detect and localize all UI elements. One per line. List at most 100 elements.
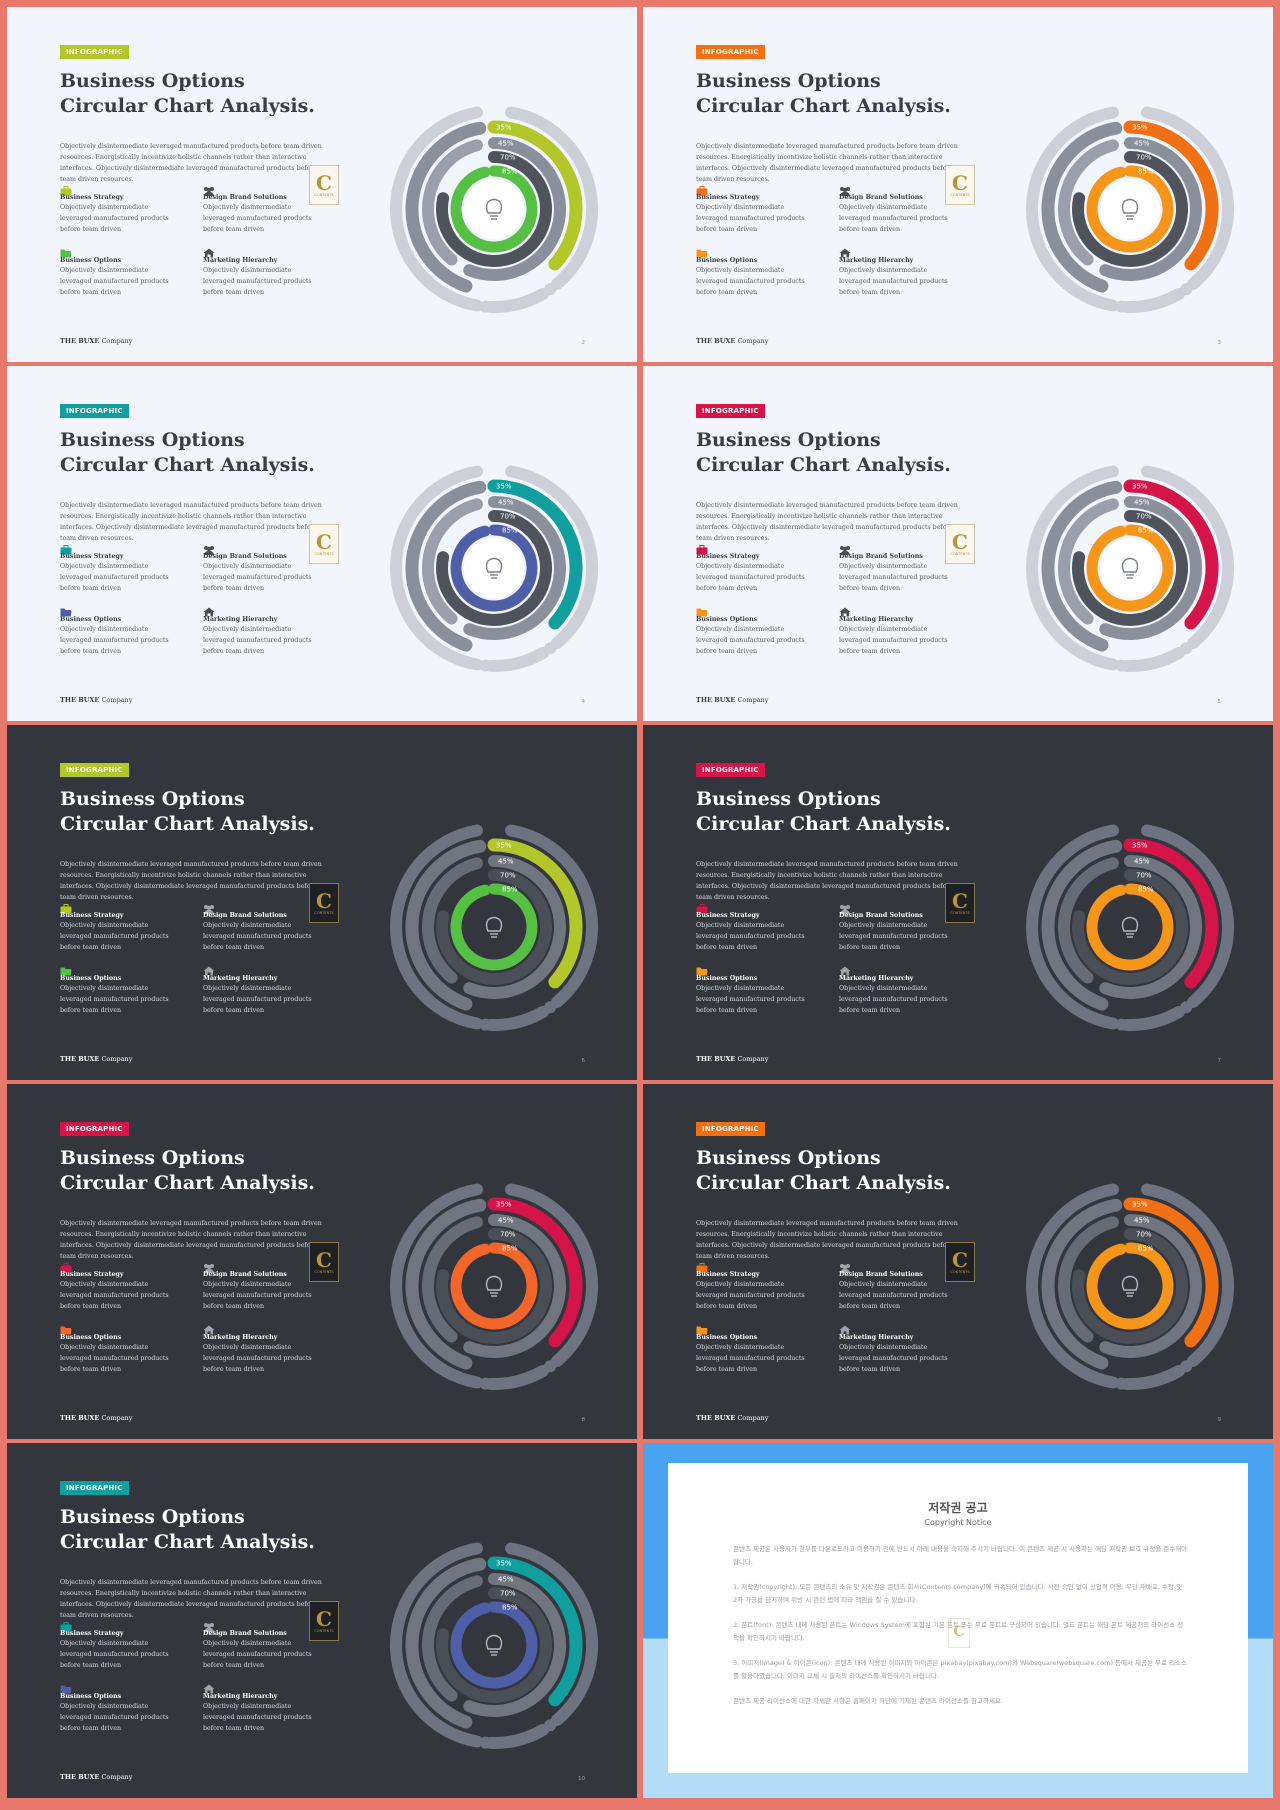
ring-percent-label: 35% xyxy=(496,1560,512,1568)
users-icon xyxy=(203,1617,215,1632)
slide[interactable]: INFOGRAPHIC Business Options Circular Char… xyxy=(7,725,637,1080)
page-number: 5 xyxy=(1217,699,1222,705)
item-description: Objectively disintermediate leveraged ma… xyxy=(839,1344,948,1373)
lightbulb-icon xyxy=(1121,1275,1139,1297)
item-title: Marketing Hierarchy xyxy=(839,975,914,982)
outer-ring-segment xyxy=(390,106,483,312)
home-icon xyxy=(839,961,851,976)
ring-45-arc xyxy=(463,1214,566,1358)
slide-title: Business Options Circular Chart Analysis. xyxy=(60,787,360,837)
slide[interactable]: INFOGRAPHIC Business Options Circular Char… xyxy=(7,7,637,362)
lightbulb-icon xyxy=(485,916,503,938)
logo-text: CONTENTS xyxy=(314,552,334,556)
copyright-notice-slide[interactable]: 저작권 공고 Copyright Notice 콘텐츠 제공은 사용자가 첨부를 다… xyxy=(643,1443,1273,1798)
home-icon xyxy=(203,1320,215,1335)
footer-company: Company xyxy=(737,1055,769,1063)
ring-35-arc xyxy=(487,120,583,271)
logo-text: CONTENTS xyxy=(950,552,970,556)
ring-dot xyxy=(1039,611,1052,623)
ring-percent-label: 45% xyxy=(498,140,514,148)
item-description: Objectively disintermediate leveraged ma… xyxy=(203,922,312,951)
item-title: Design Brand Solutions xyxy=(203,553,287,560)
notice-paragraph: 3. 이미지(image) & 아이콘(icon): 콘텐츠 내에 사용된 이미… xyxy=(733,1659,1188,1680)
folder-icon xyxy=(696,602,708,617)
ring-dot xyxy=(1039,1329,1052,1341)
item-title: Design Brand Solutions xyxy=(203,912,287,919)
outer-ring-segment xyxy=(484,287,549,313)
ring-dot xyxy=(544,1360,557,1373)
logo-letter: C xyxy=(316,889,332,913)
users-icon xyxy=(839,540,851,555)
slide[interactable]: INFOGRAPHIC Business Options Circular Char… xyxy=(643,725,1273,1080)
ring-35-arc xyxy=(1123,1197,1219,1348)
item-title: Business Strategy xyxy=(696,553,760,560)
slide-title: Business Options Circular Chart Analysis. xyxy=(696,787,996,837)
ring-85-arc xyxy=(1086,165,1174,253)
slide[interactable]: INFOGRAPHIC Business Options Circular Char… xyxy=(7,366,637,721)
ring-percent-label: 70% xyxy=(500,513,516,521)
notice-subtitle: Copyright Notice xyxy=(924,1518,992,1527)
item-title: Business Options xyxy=(696,975,758,982)
title-line: Business Options xyxy=(696,429,881,451)
item-description: Objectively disintermediate leveraged ma… xyxy=(60,267,169,296)
slide[interactable]: INFOGRAPHIC Business Options Circular Char… xyxy=(7,1084,637,1439)
ring-percent-label: 70% xyxy=(500,872,516,880)
footer-brand-name: THE BUXE xyxy=(60,1055,100,1063)
footer-brand-name: THE BUXE xyxy=(696,1414,736,1422)
item-title: Business Strategy xyxy=(60,1630,124,1637)
contents-logo: C CONTENTS xyxy=(945,165,975,205)
item-title: Business Options xyxy=(696,257,758,264)
ring-35-arc xyxy=(1123,120,1219,271)
slide-title: Business Options Circular Chart Analysis. xyxy=(60,69,360,119)
logo-text: CONTENTS xyxy=(950,911,970,915)
outer-ring-segment xyxy=(390,824,483,1030)
chart-center xyxy=(464,897,524,957)
notice-paragraph: 콘텐츠 제공은 사용자가 첨부를 다운로드하고 이용하기 전에 반드시 아래 내… xyxy=(733,1545,1188,1566)
slide[interactable]: INFOGRAPHIC Business Options Circular Char… xyxy=(7,1443,637,1798)
footer-brand-name: THE BUXE xyxy=(696,337,736,345)
notice-body: 콘텐츠 제공은 사용자가 첨부를 다운로드하고 이용하기 전에 반드시 아래 내… xyxy=(733,1543,1188,1720)
item-description: Objectively disintermediate leveraged ma… xyxy=(203,1640,312,1669)
slide[interactable]: INFOGRAPHIC Business Options Circular Char… xyxy=(643,7,1273,362)
slide[interactable]: INFOGRAPHIC Business Options Circular Char… xyxy=(643,1084,1273,1439)
ring-45-track xyxy=(422,857,483,984)
ring-percent-label: 70% xyxy=(1136,154,1152,162)
outer-ring-segment xyxy=(484,1364,549,1390)
notice-card: 저작권 공고 Copyright Notice 콘텐츠 제공은 사용자가 첨부를 다… xyxy=(668,1463,1248,1773)
logo-letter: C xyxy=(316,1248,332,1272)
folder-icon xyxy=(60,243,72,258)
ring-45-arc xyxy=(1099,1214,1202,1358)
users-icon xyxy=(203,181,215,196)
logo-text: CONTENTS xyxy=(950,193,970,197)
item-title: Business Strategy xyxy=(60,553,124,560)
logo-letter: C xyxy=(952,889,968,913)
ring-85-arc xyxy=(1086,883,1174,971)
ring-35-track xyxy=(405,1198,487,1370)
ring-dot xyxy=(479,1736,492,1749)
item-title: Design Brand Solutions xyxy=(839,553,923,560)
home-icon xyxy=(203,961,215,976)
item-title: Business Strategy xyxy=(696,194,760,201)
chart-center xyxy=(464,1615,524,1675)
footer-brand: THE BUXE Company xyxy=(60,1773,132,1781)
footer-brand-name: THE BUXE xyxy=(696,696,736,704)
item-description: Objectively disintermediate leveraged ma… xyxy=(203,985,312,1014)
ring-35-arc xyxy=(487,479,583,630)
ring-70-arc xyxy=(436,510,552,626)
ring-dot xyxy=(403,1329,416,1341)
title-line: Circular Chart Analysis. xyxy=(60,813,315,835)
contents-logo: C CONTENTS xyxy=(309,524,339,564)
home-icon xyxy=(839,602,851,617)
footer-brand: THE BUXE Company xyxy=(696,337,768,345)
item-description: Objectively disintermediate leveraged ma… xyxy=(839,626,948,655)
footer-company: Company xyxy=(101,1773,133,1781)
ring-35-track xyxy=(405,480,487,652)
footer-company: Company xyxy=(737,337,769,345)
slide[interactable]: INFOGRAPHIC Business Options Circular Char… xyxy=(643,366,1273,721)
item-title: Design Brand Solutions xyxy=(839,194,923,201)
title-line: Circular Chart Analysis. xyxy=(60,454,315,476)
item-description: Objectively disintermediate leveraged ma… xyxy=(839,563,948,592)
lightbulb-icon xyxy=(485,1275,503,1297)
title-line: Business Options xyxy=(60,788,245,810)
home-icon xyxy=(203,1679,215,1694)
